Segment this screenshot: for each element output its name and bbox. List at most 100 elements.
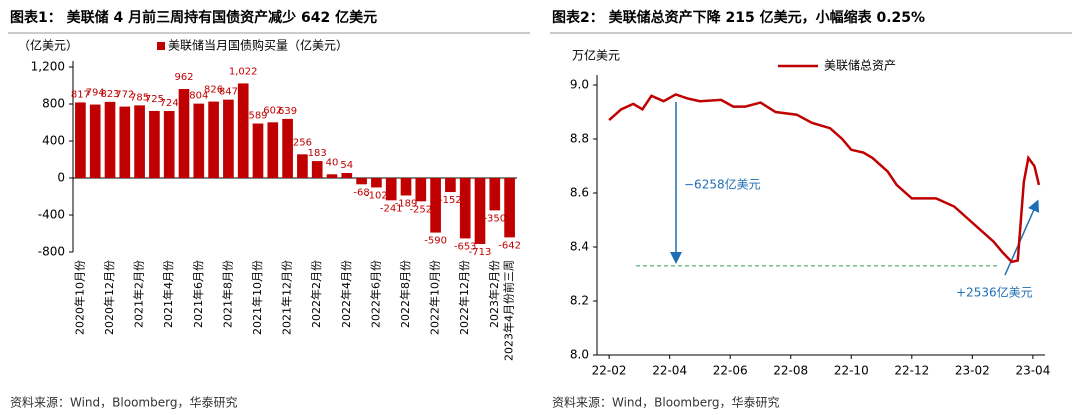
x-tick-label: 22-02 [592, 364, 627, 378]
legend-label: 美联储总资产 [824, 58, 896, 73]
bar [430, 178, 441, 233]
bar [134, 105, 145, 178]
value-label: -68 [353, 187, 369, 198]
value-label: -642 [498, 240, 521, 251]
y-tick-label: 400 [42, 134, 65, 148]
value-label: 54 [340, 160, 353, 171]
x-tick-label: 23-04 [1015, 364, 1050, 378]
legend-label: 美联储当月国债购买量（亿美元） [168, 38, 348, 53]
bar [75, 102, 86, 178]
x-tick-label: 2022年6月份 [368, 260, 382, 328]
x-tick-label: 2023年2月份 [487, 260, 501, 328]
x-tick-label: 22-08 [773, 364, 808, 378]
source: 资料来源：Wind，Bloomberg，华泰研究 [10, 395, 237, 410]
y-tick-label: 8.2 [570, 294, 589, 308]
x-tick-label: 2020年10月份 [72, 260, 86, 335]
value-label: 639 [278, 106, 297, 117]
value-label: -241 [380, 203, 403, 214]
value-label: -252 [409, 204, 432, 215]
y-tick-label: 8.0 [570, 348, 589, 362]
bar [208, 101, 219, 178]
value-label: 817 [71, 89, 90, 100]
value-label: -189 [395, 198, 418, 209]
x-tick-label: 2021年6月份 [191, 260, 205, 328]
value-label: 40 [326, 157, 339, 168]
value-label: 724 [160, 98, 179, 109]
x-tick-label: 2022年12月份 [457, 260, 471, 335]
bar [149, 110, 160, 178]
bar [415, 178, 427, 202]
value-label: 1,022 [229, 66, 258, 77]
x-tick-label: 22-12 [894, 364, 929, 378]
x-tick-label: 22-10 [834, 364, 869, 378]
x-tick-label: 2023年4月份前三周 [502, 260, 516, 361]
bar [489, 178, 501, 211]
bar [341, 173, 353, 178]
value-label: -102 [365, 190, 388, 201]
bar [178, 89, 190, 178]
y-tick-label: 8.6 [570, 186, 589, 200]
value-label: 772 [115, 90, 134, 101]
bar [400, 178, 412, 196]
y-tick-label: -400 [38, 208, 65, 222]
x-tick-label: 22-06 [713, 364, 748, 378]
x-tick-label: 23-02 [955, 364, 990, 378]
x-tick-label: 2022年10月份 [428, 260, 442, 335]
value-label: 847 [219, 87, 238, 98]
value-label: 256 [293, 137, 312, 148]
bar [252, 123, 264, 178]
value-label: 823 [100, 89, 119, 100]
value-label: 785 [130, 92, 149, 103]
bar [223, 99, 234, 178]
bar [193, 103, 205, 178]
bar [104, 101, 116, 178]
x-tick-label: 2022年4月份 [339, 260, 353, 328]
x-tick-label: 2022年8月份 [398, 260, 412, 328]
bar [237, 83, 249, 178]
x-tick-label: 2021年10月份 [250, 260, 264, 335]
bar [297, 154, 308, 178]
y-tick-label: 0 [57, 171, 65, 185]
x-tick-label: 2021年2月份 [132, 260, 146, 328]
source: 资料来源：Wind，Bloomberg，华泰研究 [552, 395, 779, 410]
value-label: 804 [189, 91, 208, 102]
y-axis-label: （亿美元） [18, 38, 78, 53]
y-tick-label: 8.8 [570, 132, 589, 146]
value-label: 602 [263, 105, 282, 116]
chart-title: 图表2： 美联储总资产下降 215 亿美元，小幅缩表 0.25% [552, 9, 925, 26]
annotation: +2536亿美元 [956, 285, 1033, 300]
y-tick-label: 9.0 [570, 78, 589, 92]
value-label: 183 [308, 148, 327, 159]
bar [371, 178, 382, 188]
annotation: −6258亿美元 [684, 177, 761, 192]
line [608, 93, 1041, 264]
bar [119, 106, 131, 178]
chart-title: 图表1： 美联储 4 月前三周持有国债资产减少 642 亿美元 [10, 9, 377, 26]
legend-swatch [157, 42, 165, 50]
value-label: 589 [248, 111, 267, 122]
value-label: 725 [145, 94, 164, 105]
bar [89, 104, 101, 178]
bar [459, 178, 471, 239]
x-tick-label: 22-04 [652, 364, 687, 378]
x-tick-label: 2022年2月份 [309, 260, 323, 328]
bar [311, 161, 323, 178]
bar [326, 174, 338, 178]
value-label: -350 [483, 213, 506, 224]
value-label: 826 [204, 85, 223, 96]
value-label: -713 [469, 247, 492, 258]
value-label: 962 [174, 72, 193, 83]
y-tick-label: -800 [38, 245, 65, 259]
bar [504, 178, 515, 238]
bar [445, 178, 456, 193]
y-tick-label: 8.4 [570, 240, 589, 254]
value-label: 794 [86, 88, 105, 99]
value-label: -590 [424, 236, 447, 247]
y-axis-label: 万亿美元 [572, 48, 620, 63]
y-tick-label: 800 [42, 97, 65, 111]
bar [356, 178, 367, 185]
bar [267, 122, 279, 178]
x-tick-label: 2021年12月份 [280, 260, 294, 335]
bar [474, 178, 486, 244]
